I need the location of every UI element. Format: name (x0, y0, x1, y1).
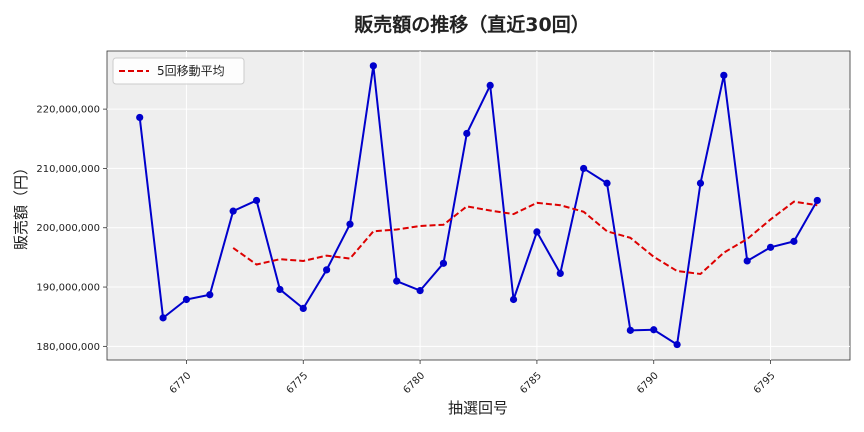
sales-point (346, 220, 354, 228)
sales-point (790, 237, 798, 245)
sales-point (486, 81, 494, 89)
sales-point (416, 287, 424, 295)
x-axis-label: 抽選回号 (448, 399, 508, 417)
x-ticks: 6770 6775 6780 6785 6790 6795 (168, 360, 778, 396)
moving-average-line (232, 200, 818, 276)
sales-point (509, 295, 518, 304)
legend-box (112, 57, 245, 85)
sales-point (463, 129, 471, 138)
sales-point (393, 277, 401, 285)
sales-point (743, 257, 751, 265)
sales-point (299, 304, 307, 313)
x-tick-label: 6795 (752, 370, 778, 396)
sales-point (252, 196, 261, 205)
x-tick-label: 6780 (401, 370, 427, 396)
x-tick-label: 6770 (168, 370, 194, 396)
y-tick-label: 200,000,000 (36, 223, 100, 234)
sales-point (766, 243, 775, 251)
sales-line (138, 65, 819, 347)
sales-point (229, 207, 237, 215)
sales-point (159, 314, 167, 322)
y-ticks: 180,000,000 190,000,000 200,000,000 210,000… (36, 105, 107, 353)
y-axis-label: 販売額（円） (12, 160, 30, 250)
sales-point (650, 326, 658, 334)
sales-point (323, 266, 331, 274)
sales-point (369, 62, 377, 70)
series-layer (136, 62, 821, 349)
sales-point (673, 340, 681, 349)
legend-label-moving-average: 5回移動平均 (157, 64, 225, 78)
sales-point (182, 295, 191, 304)
sales-point (696, 179, 705, 187)
y-tick-label: 180,000,000 (36, 342, 100, 353)
sales-point (580, 164, 588, 173)
x-tick-label: 6790 (635, 370, 661, 396)
sales-point (533, 228, 541, 236)
sales-point (626, 326, 634, 334)
sales-point (206, 291, 214, 299)
y-tick-label: 220,000,000 (36, 105, 100, 116)
sales-point (136, 113, 144, 122)
plot-area (106, 50, 851, 361)
legend: 5回移動平均 (112, 57, 245, 85)
sales-point (813, 196, 821, 205)
sales-point (276, 285, 284, 294)
sales-point (556, 269, 564, 278)
x-tick-label: 6785 (518, 370, 544, 396)
x-tick-label: 6775 (285, 370, 311, 396)
sales-point (603, 179, 611, 187)
sales-point (720, 71, 728, 79)
y-tick-label: 210,000,000 (36, 164, 100, 175)
sales-point (439, 259, 448, 267)
y-tick-label: 190,000,000 (36, 283, 100, 294)
chart-title: 販売額の推移（直近30回） (354, 13, 589, 36)
